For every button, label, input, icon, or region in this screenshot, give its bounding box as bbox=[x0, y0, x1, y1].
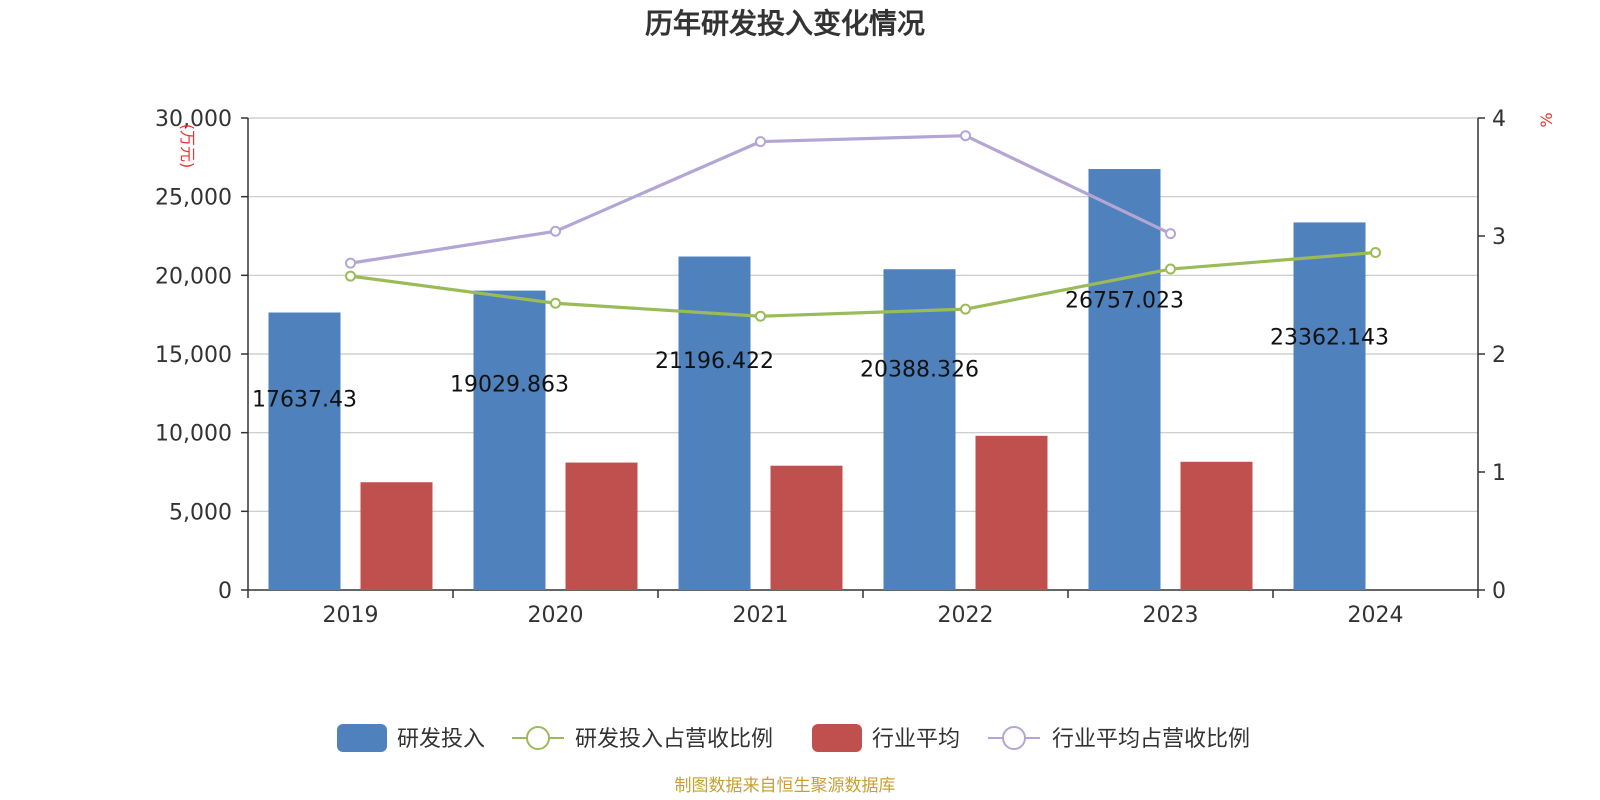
chart-title: 历年研发投入变化情况 bbox=[645, 7, 925, 40]
grid bbox=[248, 117, 1478, 512]
legend-label: 研发投入 bbox=[397, 727, 485, 752]
left-tick-label: 10,000 bbox=[155, 422, 232, 447]
line-point bbox=[755, 136, 766, 148]
bar-data-label: 19029.863 bbox=[450, 372, 569, 397]
lines bbox=[345, 130, 1381, 322]
right-axis-unit: % bbox=[1537, 112, 1556, 127]
right-tick-label: 0 bbox=[1492, 579, 1506, 604]
x-tick-label: 2020 bbox=[528, 603, 584, 628]
bar bbox=[975, 435, 1048, 590]
bar bbox=[565, 462, 638, 590]
bar bbox=[678, 256, 751, 590]
series-line bbox=[350, 250, 1376, 318]
line-point bbox=[960, 303, 971, 315]
x-tick-label: 2024 bbox=[1348, 603, 1404, 628]
x-tick-label: 2022 bbox=[938, 603, 994, 628]
x-tick-label: 2019 bbox=[323, 603, 379, 628]
legend-swatch-marker bbox=[1002, 726, 1026, 750]
axes: 05,00010,00015,00020,00025,00030,0000123… bbox=[155, 107, 1556, 628]
left-axis-unit: (万元) bbox=[178, 124, 197, 169]
bar bbox=[360, 482, 433, 590]
line-point bbox=[345, 257, 356, 269]
legend: 研发投入 研发投入占营收比例 行业平均 行业平均占营收比例 bbox=[337, 724, 1250, 752]
bar bbox=[268, 312, 341, 590]
legend-swatch bbox=[812, 724, 862, 752]
bar bbox=[1293, 222, 1366, 591]
bar bbox=[883, 269, 956, 590]
line-point bbox=[1165, 228, 1176, 240]
left-tick-label: 30,000 bbox=[155, 107, 232, 132]
bar-data-label: 20388.326 bbox=[860, 358, 979, 383]
series-line bbox=[350, 134, 1172, 265]
line-point bbox=[550, 225, 561, 237]
legend-swatch bbox=[337, 724, 387, 752]
left-tick-label: 25,000 bbox=[155, 186, 232, 211]
line-point bbox=[345, 270, 356, 282]
bar-data-label: 17637.43 bbox=[252, 388, 357, 413]
legend-label: 行业平均占营收比例 bbox=[1052, 727, 1250, 752]
left-tick-label: 20,000 bbox=[155, 264, 232, 289]
legend-swatch-marker bbox=[526, 726, 550, 750]
line-point bbox=[550, 297, 561, 309]
data-labels: 17637.43 19029.863 21196.422 20388.326 26757… bbox=[252, 289, 1389, 413]
legend-label: 行业平均 bbox=[872, 727, 960, 752]
bar bbox=[1088, 169, 1161, 591]
x-tick-label: 2021 bbox=[733, 603, 789, 628]
bar-data-label: 21196.422 bbox=[655, 349, 774, 374]
right-tick-label: 2 bbox=[1492, 343, 1506, 368]
left-tick-label: 5,000 bbox=[169, 500, 232, 525]
bar bbox=[1180, 461, 1253, 590]
bar bbox=[473, 290, 546, 590]
right-tick-label: 4 bbox=[1492, 107, 1506, 132]
right-tick-label: 3 bbox=[1492, 225, 1506, 250]
bars bbox=[268, 169, 1366, 591]
left-tick-label: 0 bbox=[218, 579, 232, 604]
bar bbox=[770, 465, 843, 590]
source-note: 制图数据来自恒生聚源数据库 bbox=[675, 776, 896, 796]
right-tick-label: 1 bbox=[1492, 461, 1506, 486]
line-point bbox=[1370, 247, 1381, 259]
line-point bbox=[960, 130, 971, 142]
x-tick-label: 2023 bbox=[1143, 603, 1199, 628]
legend-label: 研发投入占营收比例 bbox=[575, 727, 773, 752]
left-tick-label: 15,000 bbox=[155, 343, 232, 368]
line-point bbox=[1165, 263, 1176, 275]
line-point bbox=[755, 310, 766, 322]
bar-data-label: 23362.143 bbox=[1270, 325, 1389, 350]
bar-data-label: 26757.023 bbox=[1065, 289, 1184, 314]
